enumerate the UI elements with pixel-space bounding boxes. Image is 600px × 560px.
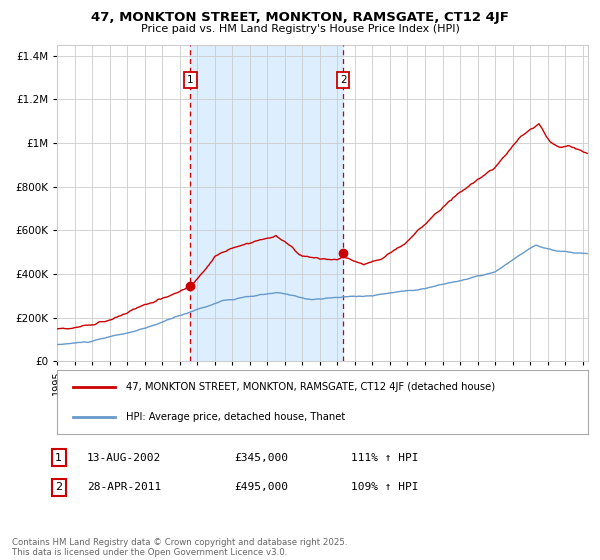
Text: 28-APR-2011: 28-APR-2011 [87, 482, 161, 492]
Text: 1: 1 [187, 74, 194, 85]
Text: £495,000: £495,000 [234, 482, 288, 492]
Text: 47, MONKTON STREET, MONKTON, RAMSGATE, CT12 4JF: 47, MONKTON STREET, MONKTON, RAMSGATE, C… [91, 11, 509, 24]
Text: 2: 2 [340, 74, 346, 85]
Bar [190, 45, 343, 361]
Text: £345,000: £345,000 [234, 452, 288, 463]
Text: 13-AUG-2002: 13-AUG-2002 [87, 452, 161, 463]
Text: 2: 2 [55, 482, 62, 492]
Text: 1: 1 [55, 452, 62, 463]
Text: Price paid vs. HM Land Registry's House Price Index (HPI): Price paid vs. HM Land Registry's House … [140, 24, 460, 34]
Text: 109% ↑ HPI: 109% ↑ HPI [351, 482, 419, 492]
Text: Contains HM Land Registry data © Crown copyright and database right 2025.
This d: Contains HM Land Registry data © Crown c… [12, 538, 347, 557]
Text: HPI: Average price, detached house, Thanet: HPI: Average price, detached house, Than… [126, 412, 345, 422]
Text: 47, MONKTON STREET, MONKTON, RAMSGATE, CT12 4JF (detached house): 47, MONKTON STREET, MONKTON, RAMSGATE, C… [126, 382, 495, 392]
Text: 111% ↑ HPI: 111% ↑ HPI [351, 452, 419, 463]
